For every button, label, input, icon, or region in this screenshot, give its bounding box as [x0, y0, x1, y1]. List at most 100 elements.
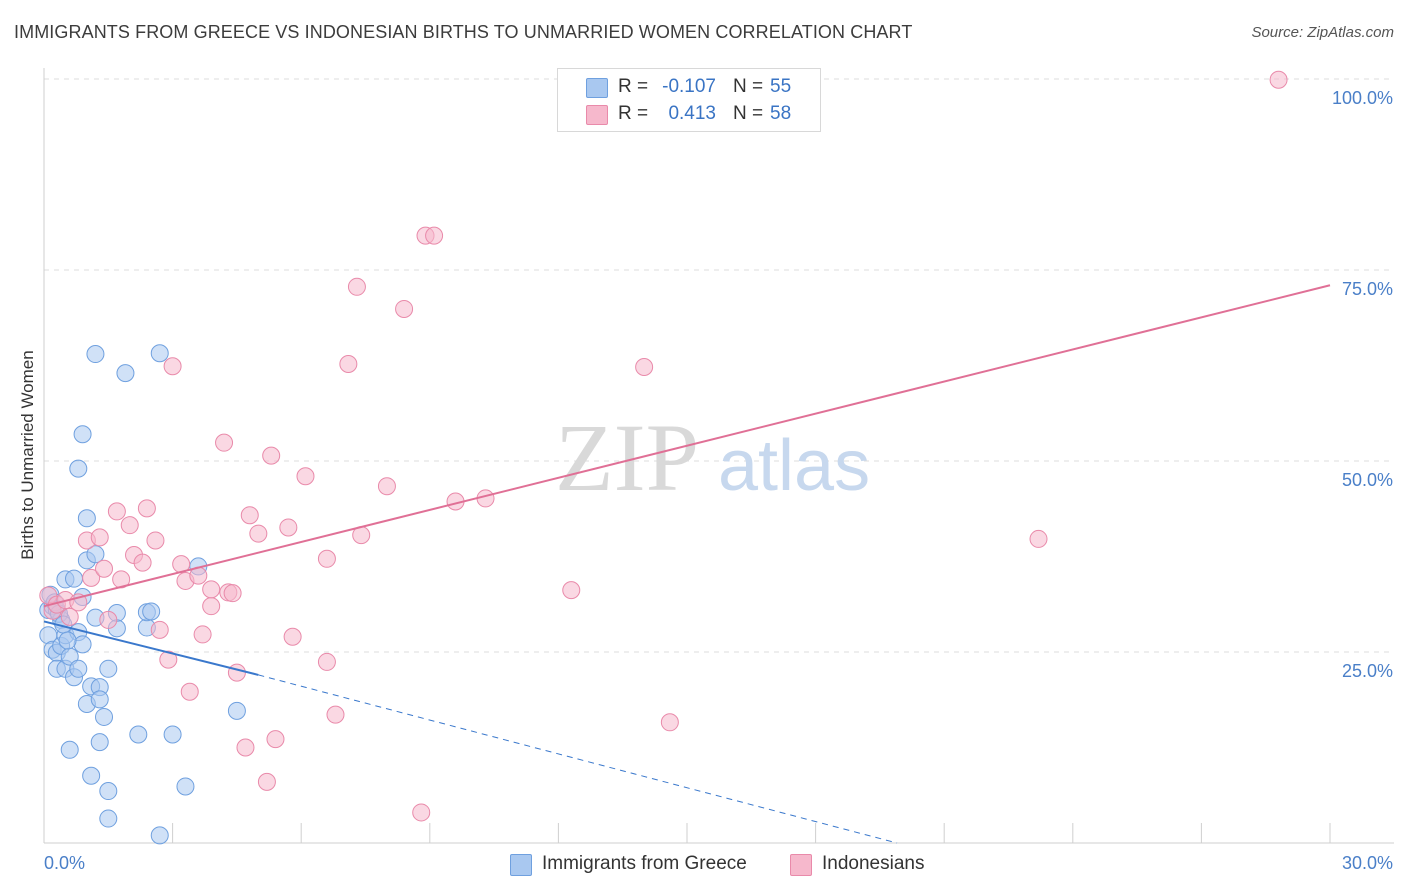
legend-row-indonesians: R = 0.413 N = 58	[558, 101, 820, 127]
legend-swatch-greece	[510, 854, 532, 876]
indonesian-point	[562, 581, 581, 600]
greece-point	[65, 569, 84, 588]
greece-point	[58, 631, 77, 650]
greece-point	[150, 826, 169, 845]
greece-point	[73, 425, 92, 444]
greece-point	[90, 733, 109, 752]
indonesian-point	[660, 713, 679, 732]
y-tick-label: 25.0%	[1342, 661, 1393, 681]
greece-point	[176, 777, 195, 796]
legend-r-value: 0.413	[668, 103, 716, 124]
greece-point	[73, 635, 92, 654]
greece-point	[90, 690, 109, 709]
indonesian-point	[326, 705, 345, 724]
indonesian-point	[377, 477, 396, 496]
trend-lines	[43, 284, 1331, 844]
greece-point	[99, 782, 118, 801]
indonesian-point	[279, 518, 298, 537]
indonesian-point	[236, 738, 255, 757]
source-label: Source: ZipAtlas.com	[1251, 24, 1394, 41]
indonesian-point	[1029, 529, 1048, 548]
legend-swatch-greece	[586, 78, 608, 98]
greece-point	[129, 725, 148, 744]
indonesian-point	[395, 299, 414, 318]
data-points	[39, 70, 1288, 845]
greece-point	[116, 364, 135, 383]
indonesian-point	[150, 620, 169, 639]
legend-swatch-indonesians	[790, 854, 812, 876]
indonesian-point	[99, 610, 118, 629]
indonesian-point	[257, 772, 276, 791]
axes	[43, 68, 1394, 844]
watermark-atlas: atlas	[718, 426, 870, 506]
indonesian-point	[137, 499, 156, 518]
indonesian-point	[223, 584, 242, 603]
greece-point	[150, 344, 169, 363]
watermark-zip: ZIP	[555, 404, 699, 511]
y-tick-label: 100.0%	[1332, 88, 1393, 108]
greece-point	[227, 701, 246, 720]
indonesian-point	[317, 549, 336, 568]
indonesian-point	[193, 625, 212, 644]
indonesian-point	[90, 528, 109, 547]
legend-r-value: -0.107	[662, 76, 716, 97]
greece-trend-line	[43, 620, 259, 676]
greece-point	[142, 602, 161, 621]
indonesian-point	[412, 803, 431, 822]
legend-r-label: R =	[618, 103, 649, 124]
legend-n-label: N =	[733, 76, 764, 97]
indonesian-point	[60, 607, 79, 626]
y-tick-label: 50.0%	[1342, 470, 1393, 490]
indonesian-point	[283, 627, 302, 646]
indonesian-point	[635, 358, 654, 377]
legend-row-greece: R = -0.107 N = 55	[558, 74, 820, 100]
legend-swatch-indonesians	[586, 105, 608, 125]
indonesian-point	[425, 226, 444, 245]
series-legend: Immigrants from Greece Indonesians	[0, 852, 1406, 880]
indonesian-point	[215, 433, 234, 452]
greece-point	[86, 345, 105, 364]
indonesian-point	[266, 730, 285, 749]
indonesian-point	[249, 524, 268, 543]
greece-point	[77, 509, 96, 528]
indonesian-point	[133, 553, 152, 572]
greece-point	[60, 740, 79, 759]
indonesian-point	[262, 446, 281, 465]
legend-label-indonesians: Indonesians	[822, 853, 925, 874]
greece-point	[69, 659, 88, 678]
greece-point	[163, 725, 182, 744]
indonesian-point	[163, 357, 182, 376]
greece-point	[82, 766, 101, 785]
indonesian-point	[202, 580, 221, 599]
greece-point	[69, 459, 88, 478]
correlation-legend: R = -0.107 N = 55 R = 0.413 N = 58	[557, 68, 821, 132]
indonesian-point	[227, 663, 246, 682]
greece-point	[95, 707, 114, 726]
indonesian-point	[202, 597, 221, 616]
gridlines	[44, 78, 1394, 653]
indonesian-point	[159, 650, 178, 669]
greece-point	[99, 659, 118, 678]
indonesian-point	[95, 559, 114, 578]
indonesian-point	[240, 506, 259, 525]
indonesian-point	[146, 531, 165, 550]
chart-title: IMMIGRANTS FROM GREECE VS INDONESIAN BIR…	[14, 22, 913, 42]
y-tick-label: 75.0%	[1342, 279, 1393, 299]
legend-label-greece: Immigrants from Greece	[542, 853, 747, 874]
greece-point	[99, 809, 118, 828]
indonesian-point	[1269, 70, 1288, 89]
greece-point	[86, 545, 105, 564]
indonesian-trend-line	[43, 284, 1331, 608]
tick-labels: 25.0% 50.0% 75.0% 100.0% 0.0% 30.0%	[44, 88, 1393, 873]
indonesian-point	[82, 568, 101, 587]
indonesian-point	[296, 467, 315, 486]
legend-n-value: 58	[770, 103, 792, 124]
indonesian-point	[180, 682, 199, 701]
legend-n-label: N =	[733, 103, 764, 124]
greece-trend-extension	[258, 674, 898, 844]
x-tick-label: 30.0%	[1342, 853, 1393, 873]
indonesian-point	[107, 502, 126, 521]
indonesian-point	[317, 652, 336, 671]
watermark: ZIP atlas	[555, 404, 870, 511]
